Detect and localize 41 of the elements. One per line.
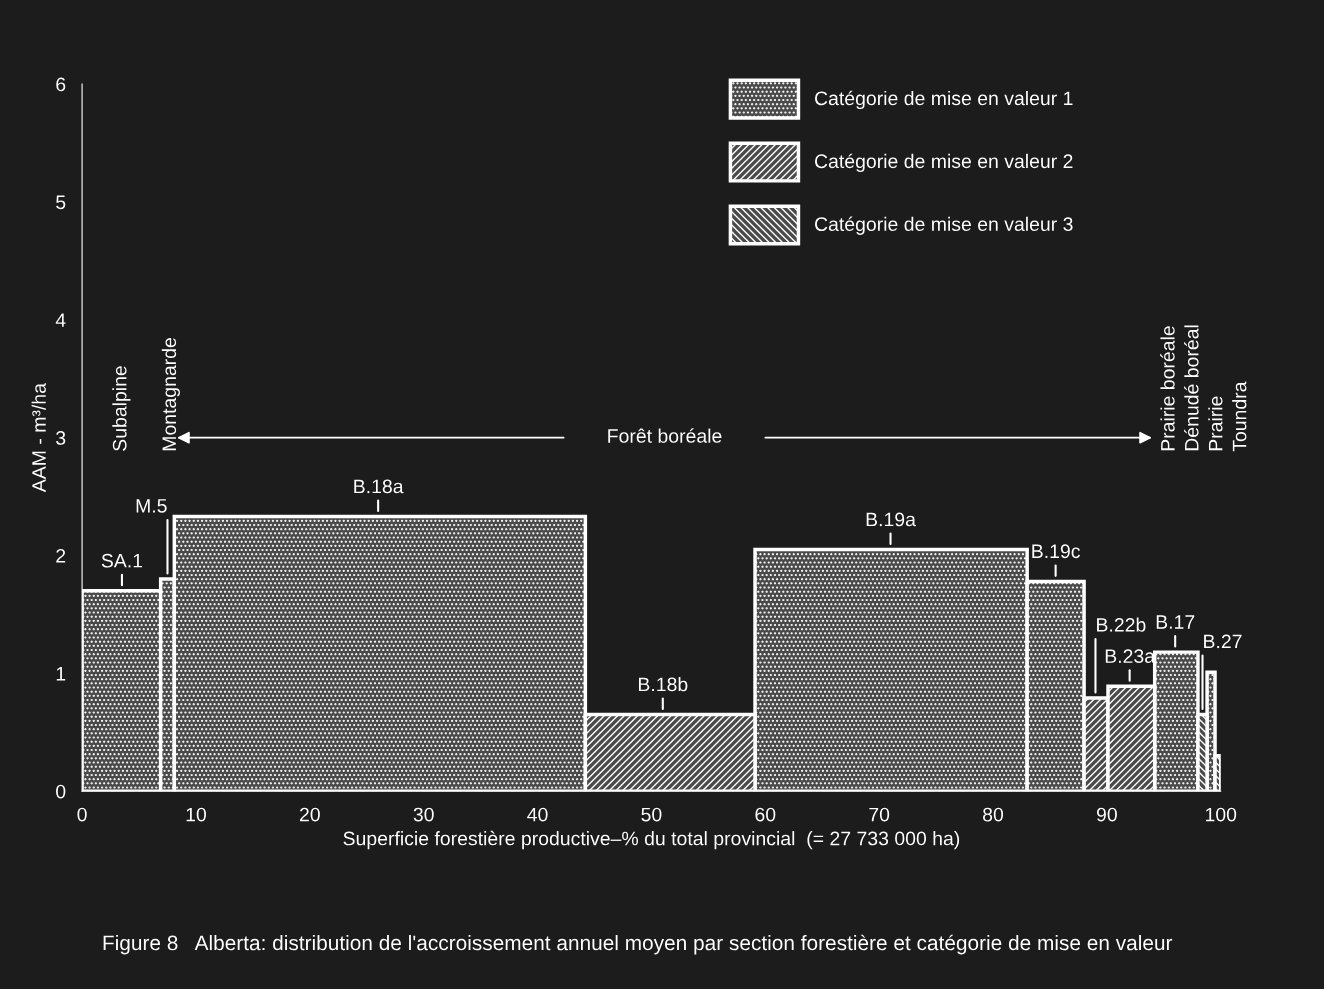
y-tick-label: 6 [56,77,66,92]
annotation: B.19a [866,512,916,527]
y-tick-label: 2 [56,548,66,563]
annotation: B.17 [1156,615,1195,629]
x-tick-label: 10 [186,807,207,822]
legend-label: Catégorie de mise en valeur 3 [815,216,1073,235]
legend-label: Catégorie de mise en valeur 2 [815,153,1073,172]
y-tick-label: 5 [56,195,66,210]
annotation: B.22b [1097,617,1146,632]
x-tick-label: 90 [1096,807,1117,822]
annotation: Prairie [1208,396,1223,451]
x-tick-label: 80 [983,807,1004,822]
annotation: B.23a [1105,649,1156,664]
x-tick-label: 20 [299,807,320,822]
annotation: M.5 [136,499,167,513]
x-axis-title: Superficie forestière productive–% du total provincial (= 27 733 000 ha) [343,830,960,850]
y-tick-label: 0 [56,784,66,799]
annotation: B.18a [354,479,404,494]
text: Toundra [1232,381,1247,452]
text: Figure 8 Alberta: distribution de l'accroissement annuel moyen par section forestière et catégorie de mise en valeur [103,934,1173,955]
x-tick-label: 100 [1205,807,1237,822]
y-tick-label: 4 [55,313,66,327]
annotation: B.18b [638,677,688,692]
y-tick-label: 1 [56,667,66,681]
y-axis-title: AAM - m³/ha [31,383,46,493]
x-tick-label: 50 [641,807,662,822]
x-tick-label: 70 [869,807,890,822]
x-tick-label: 60 [755,807,776,822]
x-tick-label: 30 [413,807,434,822]
annotation: SA.1 [101,553,143,568]
annotation: Forêt boréale [608,428,722,443]
annotation: Dénudé boréal [1184,325,1199,451]
y-tick-label: 3 [56,431,66,445]
x-tick-label: 40 [527,807,548,822]
annotation: Prairie boréale [1160,326,1175,451]
legend-label: Catégorie de mise en valeur 1 [815,90,1073,110]
annotation: B.19c [1032,544,1080,559]
x-tick-label: 0 [77,807,87,822]
annotation: Subalpine [112,366,131,451]
annotation: Montagnarde [161,338,180,451]
annotation: B.27 [1204,634,1242,649]
